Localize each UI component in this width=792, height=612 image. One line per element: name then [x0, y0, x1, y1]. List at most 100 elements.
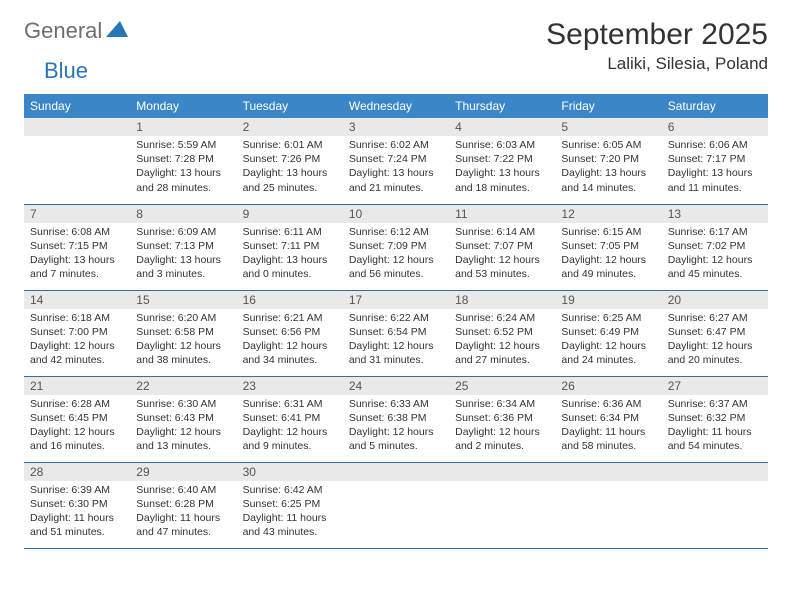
daylight-line: Daylight: 11 hours and 43 minutes. [243, 511, 337, 539]
sunrise-line: Sunrise: 6:06 AM [668, 138, 762, 152]
sunrise-line: Sunrise: 6:05 AM [561, 138, 655, 152]
sunrise-line: Sunrise: 6:17 AM [668, 225, 762, 239]
weekday-header: Friday [555, 94, 661, 118]
daylight-line: Daylight: 12 hours and 53 minutes. [455, 253, 549, 281]
daylight-line: Daylight: 13 hours and 14 minutes. [561, 166, 655, 194]
day-details: Sunrise: 6:02 AMSunset: 7:24 PMDaylight:… [343, 136, 449, 199]
calendar-cell: 19Sunrise: 6:25 AMSunset: 6:49 PMDayligh… [555, 290, 661, 376]
daylight-line: Daylight: 11 hours and 54 minutes. [668, 425, 762, 453]
day-details: Sunrise: 6:33 AMSunset: 6:38 PMDaylight:… [343, 395, 449, 458]
day-details: Sunrise: 6:39 AMSunset: 6:30 PMDaylight:… [24, 481, 130, 544]
day-number: 17 [343, 291, 449, 309]
calendar-cell: 14Sunrise: 6:18 AMSunset: 7:00 PMDayligh… [24, 290, 130, 376]
calendar-cell [662, 462, 768, 548]
sunset-line: Sunset: 7:02 PM [668, 239, 762, 253]
day-number-bar [555, 463, 661, 481]
day-number-bar [343, 463, 449, 481]
weekday-header: Tuesday [237, 94, 343, 118]
calendar-cell: 2Sunrise: 6:01 AMSunset: 7:26 PMDaylight… [237, 118, 343, 204]
daylight-line: Daylight: 12 hours and 16 minutes. [30, 425, 124, 453]
daylight-line: Daylight: 11 hours and 51 minutes. [30, 511, 124, 539]
day-number: 27 [662, 377, 768, 395]
sunset-line: Sunset: 6:32 PM [668, 411, 762, 425]
day-details: Sunrise: 6:08 AMSunset: 7:15 PMDaylight:… [24, 223, 130, 286]
calendar-row: 14Sunrise: 6:18 AMSunset: 7:00 PMDayligh… [24, 290, 768, 376]
calendar-cell: 24Sunrise: 6:33 AMSunset: 6:38 PMDayligh… [343, 376, 449, 462]
brand-word-2: Blue [44, 58, 88, 83]
sunset-line: Sunset: 7:00 PM [30, 325, 124, 339]
calendar-cell: 6Sunrise: 6:06 AMSunset: 7:17 PMDaylight… [662, 118, 768, 204]
calendar-table: SundayMondayTuesdayWednesdayThursdayFrid… [24, 94, 768, 549]
sunset-line: Sunset: 6:58 PM [136, 325, 230, 339]
daylight-line: Daylight: 12 hours and 31 minutes. [349, 339, 443, 367]
calendar-cell: 23Sunrise: 6:31 AMSunset: 6:41 PMDayligh… [237, 376, 343, 462]
day-number-bar [24, 118, 130, 136]
calendar-page: General September 2025 Laliki, Silesia, … [0, 0, 792, 567]
calendar-cell: 3Sunrise: 6:02 AMSunset: 7:24 PMDaylight… [343, 118, 449, 204]
calendar-row: 21Sunrise: 6:28 AMSunset: 6:45 PMDayligh… [24, 376, 768, 462]
sunset-line: Sunset: 7:13 PM [136, 239, 230, 253]
calendar-cell: 22 Sunrise: 6:30 AMSunset: 6:43 PMDayligh… [130, 376, 236, 462]
calendar-cell: 10Sunrise: 6:12 AMSunset: 7:09 PMDayligh… [343, 204, 449, 290]
day-number: 30 [237, 463, 343, 481]
daylight-line: Daylight: 13 hours and 11 minutes. [668, 166, 762, 194]
calendar-cell: 27Sunrise: 6:37 AMSunset: 6:32 PMDayligh… [662, 376, 768, 462]
daylight-line: Daylight: 13 hours and 28 minutes. [136, 166, 230, 194]
weekday-header: Wednesday [343, 94, 449, 118]
day-number: 4 [449, 118, 555, 136]
weekday-header: Thursday [449, 94, 555, 118]
sunset-line: Sunset: 7:17 PM [668, 152, 762, 166]
brand-logo: General [24, 18, 132, 44]
day-number: 3 [343, 118, 449, 136]
daylight-line: Daylight: 13 hours and 3 minutes. [136, 253, 230, 281]
sunset-line: Sunset: 7:22 PM [455, 152, 549, 166]
calendar-cell [343, 462, 449, 548]
daylight-line: Daylight: 13 hours and 7 minutes. [30, 253, 124, 281]
month-title: September 2025 [546, 18, 768, 52]
day-number-bar [449, 463, 555, 481]
daylight-line: Daylight: 11 hours and 58 minutes. [561, 425, 655, 453]
weekday-header: Monday [130, 94, 236, 118]
day-details: Sunrise: 6:42 AMSunset: 6:25 PMDaylight:… [237, 481, 343, 544]
calendar-cell: 29Sunrise: 6:40 AMSunset: 6:28 PMDayligh… [130, 462, 236, 548]
sunrise-line: Sunrise: 6:14 AM [455, 225, 549, 239]
sunrise-line: Sunrise: 6:20 AM [136, 311, 230, 325]
sunset-line: Sunset: 7:11 PM [243, 239, 337, 253]
calendar-cell: 15Sunrise: 6:20 AMSunset: 6:58 PMDayligh… [130, 290, 236, 376]
sunrise-line: Sunrise: 6:27 AM [668, 311, 762, 325]
calendar-cell [449, 462, 555, 548]
calendar-cell: 7Sunrise: 6:08 AMSunset: 7:15 PMDaylight… [24, 204, 130, 290]
day-number: 21 [24, 377, 130, 395]
day-details: Sunrise: 6:28 AMSunset: 6:45 PMDaylight:… [24, 395, 130, 458]
sunrise-line: Sunrise: 6:30 AM [136, 397, 230, 411]
day-details: Sunrise: 6:09 AMSunset: 7:13 PMDaylight:… [130, 223, 236, 286]
day-details: Sunrise: 6:06 AMSunset: 7:17 PMDaylight:… [662, 136, 768, 199]
day-details: Sunrise: 6:03 AMSunset: 7:22 PMDaylight:… [449, 136, 555, 199]
sunset-line: Sunset: 7:26 PM [243, 152, 337, 166]
day-number: 6 [662, 118, 768, 136]
day-details: Sunrise: 6:20 AMSunset: 6:58 PMDaylight:… [130, 309, 236, 372]
daylight-line: Daylight: 12 hours and 45 minutes. [668, 253, 762, 281]
day-number: 22 [130, 377, 236, 395]
day-number: 2 [237, 118, 343, 136]
day-number: 28 [24, 463, 130, 481]
calendar-cell: 16Sunrise: 6:21 AMSunset: 6:56 PMDayligh… [237, 290, 343, 376]
day-details: Sunrise: 6:17 AMSunset: 7:02 PMDaylight:… [662, 223, 768, 286]
sunset-line: Sunset: 7:05 PM [561, 239, 655, 253]
day-details: Sunrise: 6:01 AMSunset: 7:26 PMDaylight:… [237, 136, 343, 199]
sunset-line: Sunset: 6:43 PM [136, 411, 230, 425]
sunset-line: Sunset: 6:25 PM [243, 497, 337, 511]
calendar-cell: 4Sunrise: 6:03 AMSunset: 7:22 PMDaylight… [449, 118, 555, 204]
day-number: 18 [449, 291, 555, 309]
sunrise-line: Sunrise: 6:09 AM [136, 225, 230, 239]
daylight-line: Daylight: 13 hours and 25 minutes. [243, 166, 337, 194]
sunrise-line: Sunrise: 6:15 AM [561, 225, 655, 239]
sunrise-line: Sunrise: 6:03 AM [455, 138, 549, 152]
sunset-line: Sunset: 7:09 PM [349, 239, 443, 253]
daylight-line: Daylight: 12 hours and 13 minutes. [136, 425, 230, 453]
sunrise-line: Sunrise: 6:18 AM [30, 311, 124, 325]
calendar-cell: 13Sunrise: 6:17 AMSunset: 7:02 PMDayligh… [662, 204, 768, 290]
sunrise-line: Sunrise: 6:12 AM [349, 225, 443, 239]
day-details: Sunrise: 6:18 AMSunset: 7:00 PMDaylight:… [24, 309, 130, 372]
weekday-header: Saturday [662, 94, 768, 118]
